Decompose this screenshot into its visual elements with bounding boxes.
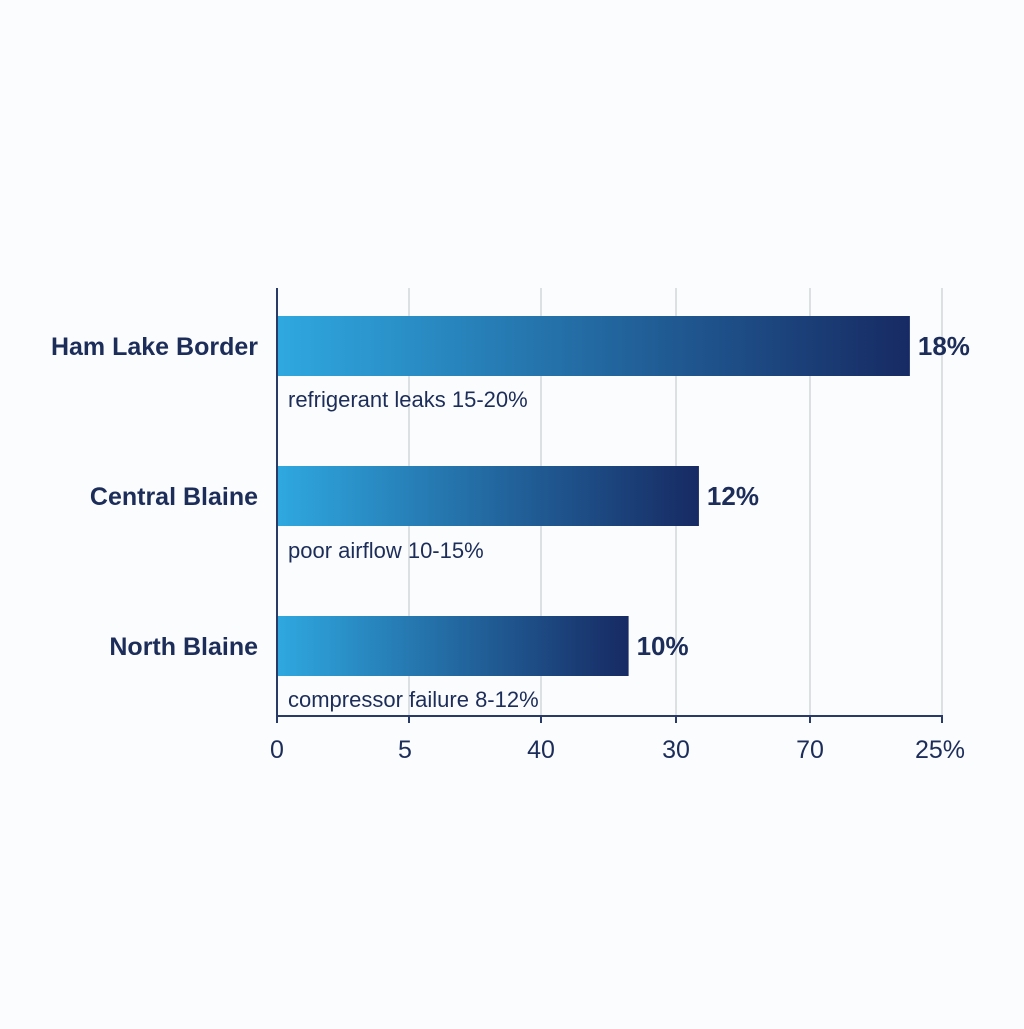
bar-annotation: poor airflow 10-15% <box>288 538 484 563</box>
x-tick-label: 30 <box>662 736 690 764</box>
x-tick-label: 5 <box>398 736 412 764</box>
bar <box>277 316 910 376</box>
bar-annotation: compressor failure 8-12% <box>288 687 539 712</box>
bars <box>277 316 910 676</box>
labels: 18% Ham Lake Border refrigerant leaks 15-2… <box>51 331 970 764</box>
x-tick-label: 0 <box>270 736 284 764</box>
bar <box>277 466 699 526</box>
axes <box>276 288 943 723</box>
bar-value-label: 18% <box>918 331 970 361</box>
x-tick-label: 70 <box>796 736 824 764</box>
bar-value-label: 12% <box>707 481 759 511</box>
x-tick-label: 25% <box>915 736 965 764</box>
category-label: North Blaine <box>109 633 258 661</box>
category-label: Ham Lake Border <box>51 333 258 361</box>
bar-annotation: refrigerant leaks 15-20% <box>288 387 528 412</box>
category-label: Central Blaine <box>90 483 258 511</box>
x-tick-label: 40 <box>527 736 555 764</box>
bar <box>277 616 629 676</box>
bar-value-label: 10% <box>637 631 689 661</box>
